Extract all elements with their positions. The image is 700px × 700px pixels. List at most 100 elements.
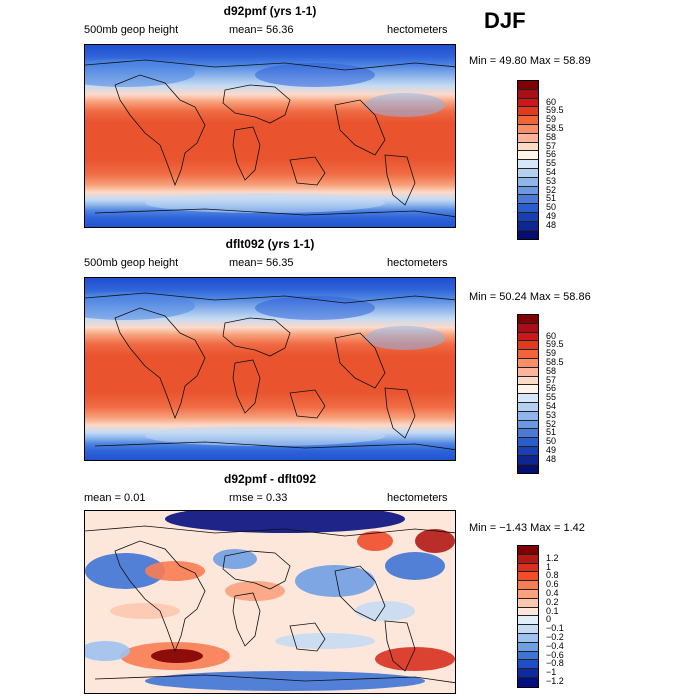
colorbar-tick-label: 49 (546, 445, 557, 455)
colorbar-swatch (518, 315, 538, 324)
colorbar-swatch (518, 81, 538, 90)
colorbar-swatch (518, 221, 538, 231)
colorbar-tick-label: 53 (546, 409, 557, 420)
colorbar-swatch (518, 669, 538, 678)
colorbar-tick-label: 56 (546, 149, 557, 160)
colorbar-swatch (518, 607, 538, 617)
variable-label: 500mb geop height (84, 257, 179, 269)
colorbar-swatch (518, 554, 538, 564)
colorbar-tick-label: 58 (546, 365, 557, 376)
colorbar-swatch (518, 581, 538, 590)
colorbar-tick-label: 59.5 (546, 105, 564, 116)
colorbar-swatch (518, 589, 538, 599)
colorbar-swatch (518, 633, 538, 643)
panel-title: d92pmf - dflt092 (223, 472, 316, 486)
colorbar-swatch (518, 438, 538, 447)
colorbar-tick-label: 59 (546, 114, 557, 125)
colorbar-tick-label: 0 (546, 614, 552, 625)
variable-label: 500mb geop height (84, 24, 179, 36)
colorbar-swatch (518, 358, 538, 368)
colorbar-swatch (518, 429, 538, 439)
colorbar-swatch (518, 116, 538, 125)
colorbar-tick-label: 0.6 (546, 579, 559, 590)
colorbar-swatch (518, 341, 538, 351)
map-panel (84, 44, 456, 228)
colorbar-tick-label: 60 (546, 330, 557, 341)
colorbar-swatch (518, 598, 538, 608)
range-label: Min = 49.80 Max = 58.89 (469, 55, 591, 67)
colorbar-tick-label: 48 (546, 219, 557, 230)
colorbar-swatch (518, 625, 538, 634)
colorbar-tick-label: 58 (546, 131, 557, 142)
colorbar-tick-label: 53 (546, 175, 557, 186)
colorbar (517, 545, 539, 688)
colorbar-swatch (518, 107, 538, 117)
colorbar-swatch (518, 230, 538, 240)
colorbar-swatch (518, 98, 538, 108)
colorbar-tick-label: 1.2 (546, 552, 559, 563)
colorbar-swatch (518, 89, 538, 99)
colorbar-tick-label: 0.8 (546, 570, 559, 581)
colorbar (517, 314, 539, 475)
units-label: hectometers (387, 492, 448, 504)
colorbar-swatch (518, 642, 538, 652)
colorbar-tick-label: 0.4 (546, 588, 559, 598)
colorbar-tick-label: 52 (546, 184, 557, 195)
map-panel (84, 510, 456, 694)
colorbar-swatch (518, 376, 538, 386)
range-label: Min = −1.43 Max = 1.42 (469, 522, 585, 534)
colorbar-swatch (518, 660, 538, 670)
colorbar-tick-label: 50 (546, 202, 557, 213)
colorbar-tick-label: 50 (546, 436, 557, 447)
colorbar-tick-label: 57 (546, 140, 557, 151)
colorbar-swatch (518, 420, 538, 430)
season-label: DJF (484, 8, 526, 33)
colorbar-swatch (518, 350, 538, 359)
colorbar-swatch (518, 411, 538, 421)
colorbar-tick-label: 51 (546, 427, 557, 438)
colorbar-tick-label: 60 (546, 96, 557, 107)
colorbar-swatch (518, 563, 538, 573)
colorbar-swatch (518, 133, 538, 143)
colorbar-tick-label: −0.4 (546, 640, 564, 651)
units-label: hectometers (387, 257, 448, 269)
colorbar-swatch (518, 385, 538, 395)
panel-title: dflt092 (yrs 1-1) (225, 237, 315, 251)
colorbar-tick-label: −0.1 (546, 623, 564, 634)
colorbar-swatch (518, 616, 538, 626)
colorbar-swatch (518, 151, 538, 161)
colorbar-swatch (518, 446, 538, 456)
colorbar (517, 80, 539, 241)
colorbar-swatch (518, 464, 538, 474)
colorbar-tick-label: 57 (546, 374, 557, 385)
colorbar-swatch (518, 160, 538, 169)
colorbar-swatch (518, 651, 538, 661)
colorbar-tick-label: 55 (546, 158, 557, 169)
colorbar-tick-label: −0.6 (546, 649, 564, 660)
colorbar-tick-label: 54 (546, 401, 557, 411)
units-label: hectometers (387, 24, 448, 36)
colorbar-tick-label: 1 (546, 561, 552, 572)
colorbar-tick-label: −0.8 (546, 658, 564, 669)
colorbar-swatch (518, 177, 538, 187)
range-label: Min = 50.24 Max = 58.86 (469, 291, 591, 303)
panel-title: d92pmf (yrs 1-1) (223, 4, 317, 18)
colorbar-swatch (518, 332, 538, 342)
colorbar-tick-label: 52 (546, 418, 557, 429)
colorbar-tick-label: 59.5 (546, 339, 564, 350)
colorbar-tick-label: 59 (546, 348, 557, 359)
colorbar-swatch (518, 367, 538, 377)
colorbar-tick-label: 56 (546, 383, 557, 394)
colorbar-tick-label: 48 (546, 453, 557, 464)
mean-label: mean= 56.35 (229, 257, 294, 269)
colorbar-swatch (518, 204, 538, 213)
colorbar-tick-label: 54 (546, 167, 557, 177)
colorbar-swatch (518, 168, 538, 178)
colorbar-swatch (518, 142, 538, 152)
colorbar-swatch (518, 186, 538, 196)
colorbar-swatch (518, 323, 538, 333)
colorbar-tick-label: 58.5 (546, 357, 564, 367)
rmse-label: rmse = 0.33 (229, 492, 288, 504)
colorbar-swatch (518, 572, 538, 582)
colorbar-tick-label: −0.2 (546, 632, 564, 642)
